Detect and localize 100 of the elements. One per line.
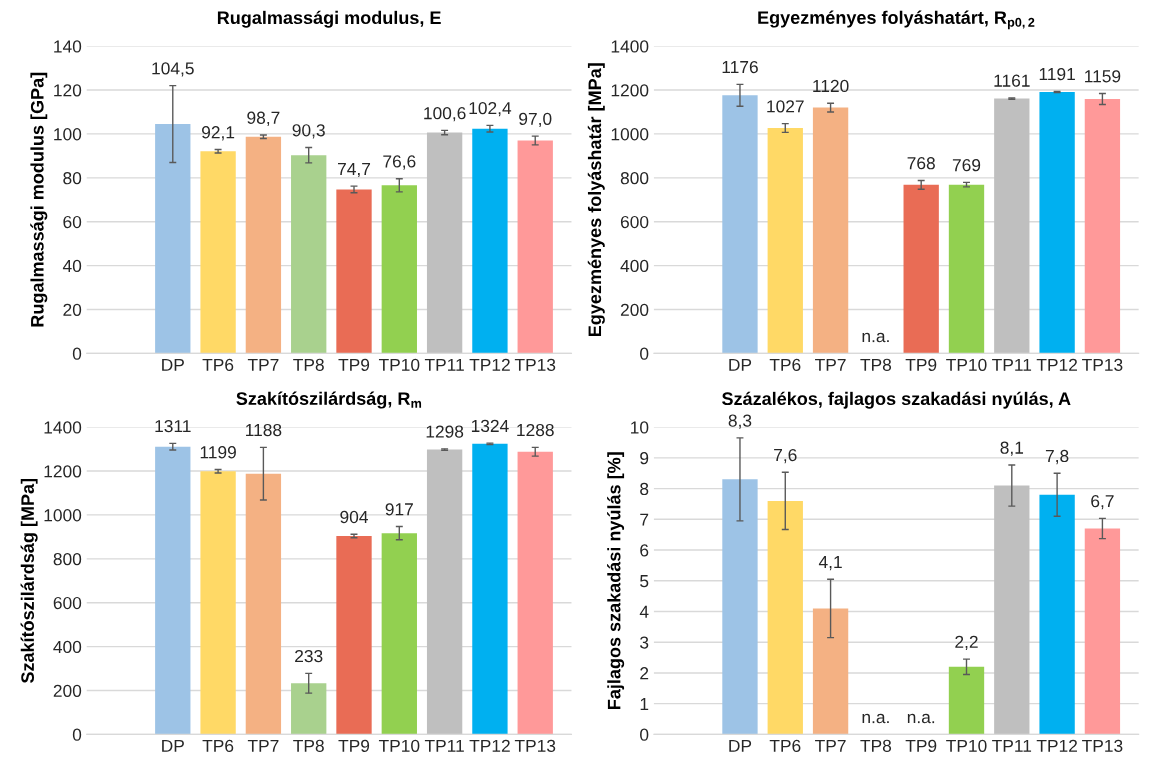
y-tick-label: 200 [53,684,82,697]
data-label: 1324 [471,419,509,433]
bar [426,449,463,735]
y-tick-label: 80 [63,171,82,185]
bar [472,443,508,735]
y-tick-label: 800 [620,171,649,185]
y-tick-label: 20 [63,303,82,316]
x-tick-label: TP10 [946,358,987,372]
y-tick-label: 2 [640,667,649,680]
data-label: 1288 [517,423,554,437]
chart-title: Szakítószilárdság, R$_{m}$ [236,391,422,409]
x-tick-label: DP [162,358,184,371]
bar [472,128,508,354]
y-tick-label: 1200 [44,465,82,478]
data-label: 8,1 [1000,441,1024,456]
x-tick-label: TP9 [905,739,937,753]
x-tick-label: TP10 [378,739,420,753]
y-tick-label: 9 [640,452,649,465]
x-tick-label: TP13 [514,358,556,372]
y-tick-label: 5 [640,575,649,588]
y-axis-title: Egyezményes folyáshatár [MPa] [587,63,605,337]
y-axis-title: Fajlagos szakadási nyúlás [%] [607,452,625,709]
data-label: 769 [952,159,981,172]
bar [1039,92,1075,354]
x-tick-label: TP7 [247,358,279,371]
y-tick-label: 1400 [611,40,649,53]
x-tick-label: TP10 [946,739,987,753]
data-label: 7,6 [774,448,797,464]
y-axis-title: Szakítószilárdság [MPa] [20,478,38,684]
data-label: 1311 [155,419,191,433]
bar [517,451,553,735]
x-tick-label: TP11 [424,739,464,752]
bar [948,666,985,735]
data-label: 76,6 [383,155,416,170]
y-tick-label: 60 [63,215,82,229]
data-label: 98,7 [247,111,280,126]
y-tick-label: 140 [54,40,82,53]
x-tick-label: TP9 [905,358,937,372]
x-tick-label: TP13 [514,739,556,753]
bar [381,185,417,354]
data-label: 97,0 [519,112,552,128]
bar [812,107,849,354]
data-label: 1159 [1085,70,1121,83]
x-tick-label: TP8 [293,739,324,753]
x-tick-label: TP13 [1082,739,1123,753]
bar [155,124,191,354]
bar [722,479,758,735]
data-label: 7,8 [1045,449,1069,465]
chart-title: Egyezményes folyáshatárt, R$_{p0,2}$ [758,10,1035,30]
bar [1084,99,1121,354]
y-tick-label: 0 [72,347,82,360]
data-label: 1027 [767,100,804,113]
y-tick-label: 600 [620,215,649,229]
x-tick-label: TP7 [815,739,846,752]
data-label: 1161 [994,74,1030,87]
text: n.a. [862,713,889,724]
y-tick-label: 10 [631,421,649,434]
data-label: 100,6 [424,107,466,122]
data-label: 104,5 [152,62,194,77]
bar [948,184,985,354]
data-label: 904 [340,510,368,524]
x-tick-label: TP8 [860,358,892,372]
bar [812,608,849,735]
y-tick-label: 0 [640,728,649,741]
x-tick-label: TP9 [338,739,370,753]
data-label: 1191 [1039,67,1075,81]
bar [336,535,372,735]
bar [994,485,1030,735]
y-tick-label: 4 [639,605,649,618]
x-tick-label: TP6 [769,739,801,753]
data-label: 1199 [200,446,236,459]
y-tick-label: 8 [640,482,649,496]
data-label: 1120 [813,79,849,93]
data-label: 102,4 [469,101,512,117]
x-tick-label: TP12 [1036,358,1077,371]
y-tick-label: 7 [640,513,649,526]
bar [200,151,236,354]
y-axis-title: Rugalmassági modulus [GPa] [30,72,48,327]
y-tick-label: 0 [640,347,649,360]
x-tick-label: TP12 [469,358,510,371]
x-tick-label: TP13 [1082,358,1123,372]
x-tick-label: DP [162,739,184,752]
data-label: 74,7 [338,162,371,178]
data-label: 1188 [246,423,282,437]
x-tick-label: TP9 [338,358,370,372]
data-label: 1176 [722,60,758,74]
y-tick-label: 1400 [44,421,82,434]
bar [1084,528,1121,735]
y-tick-label: 100 [54,128,82,141]
data-label: 8,3 [728,414,752,429]
x-tick-label: TP10 [378,358,420,372]
text: n.a. [907,713,935,724]
y-tick-label: 40 [62,259,82,273]
x-tick-label: TP7 [247,739,279,752]
y-tick-label: 6 [640,544,649,557]
data-label: 90,3 [292,124,325,139]
y-tick-label: 400 [620,259,649,273]
y-tick-label: 600 [53,596,82,610]
y-tick-label: 0 [72,728,82,741]
bar [245,473,282,735]
